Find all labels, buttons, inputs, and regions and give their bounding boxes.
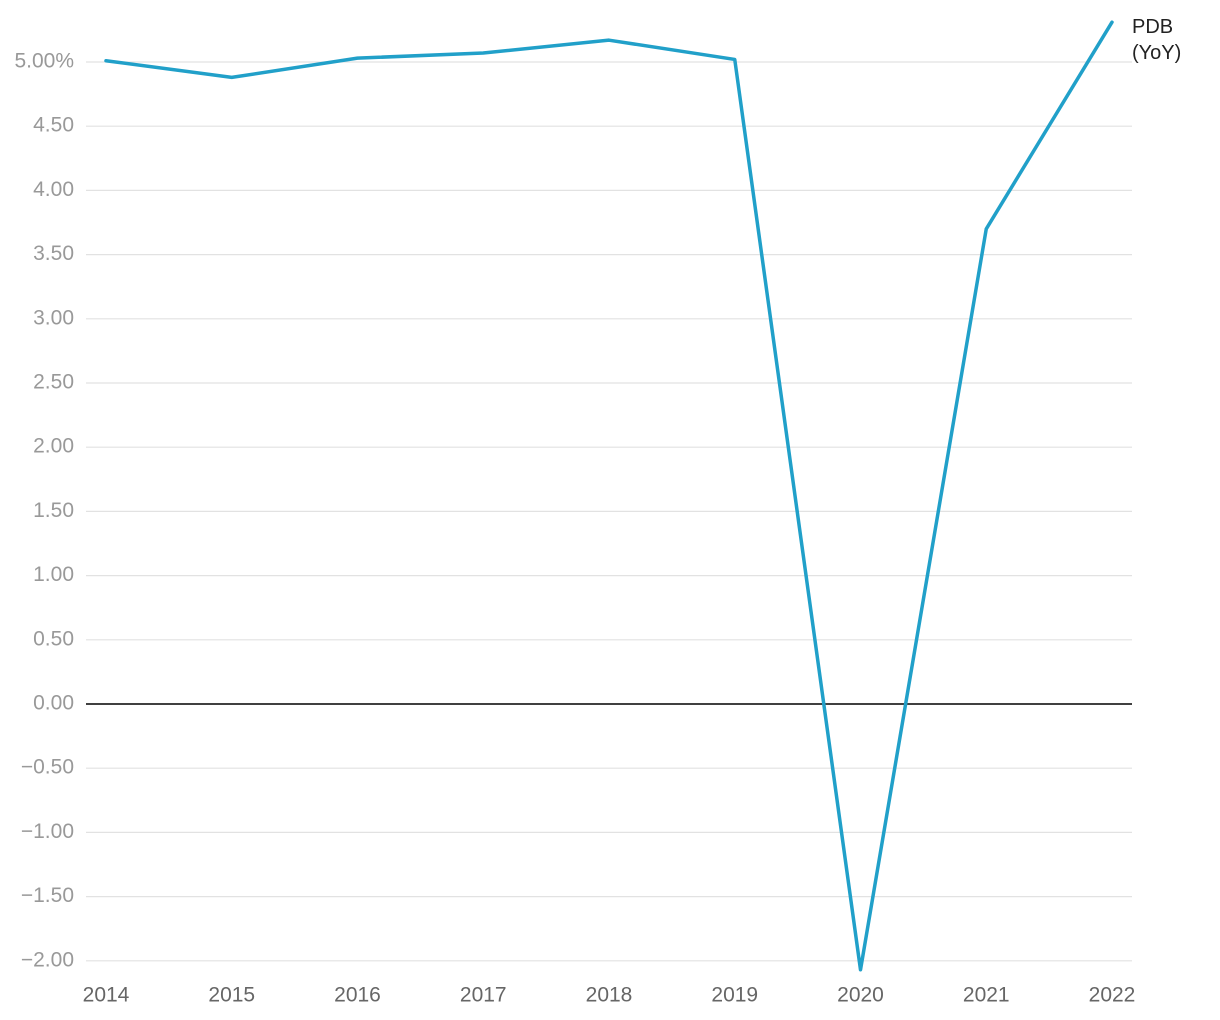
- series-label: PDB (YoY): [1132, 16, 1182, 64]
- x-tick-label: 2017: [460, 984, 507, 1007]
- y-tick-label: 3.50: [33, 242, 74, 265]
- y-tick-label: 0.50: [33, 627, 74, 650]
- y-tick-label: −2.00: [21, 948, 74, 971]
- x-tick-label: 2022: [1089, 984, 1136, 1007]
- x-tick-label: 2020: [837, 984, 884, 1007]
- y-tick-label: 5.00%: [14, 50, 74, 73]
- x-tick-label: 2014: [83, 984, 130, 1007]
- y-tick-label: 1.50: [33, 499, 74, 522]
- x-tick-label: 2018: [586, 984, 633, 1007]
- y-tick-label: −1.50: [21, 884, 74, 907]
- x-tick-label: 2021: [963, 984, 1010, 1007]
- x-tick-label: 2015: [208, 984, 255, 1007]
- y-tick-label: −1.00: [21, 820, 74, 843]
- y-tick-label: −0.50: [21, 756, 74, 779]
- y-tick-label: 1.00: [33, 563, 74, 586]
- y-tick-label: 4.50: [33, 114, 74, 137]
- y-tick-label: 3.00: [33, 306, 74, 329]
- x-tick-label: 2016: [334, 984, 381, 1007]
- series-line: [104, 20, 1114, 972]
- y-tick-label: 4.00: [33, 178, 74, 201]
- y-tick-label: 2.50: [33, 371, 74, 394]
- x-tick-label: 2019: [711, 984, 758, 1007]
- y-tick-label: 0.00: [33, 692, 74, 715]
- y-tick-label: 2.00: [33, 435, 74, 458]
